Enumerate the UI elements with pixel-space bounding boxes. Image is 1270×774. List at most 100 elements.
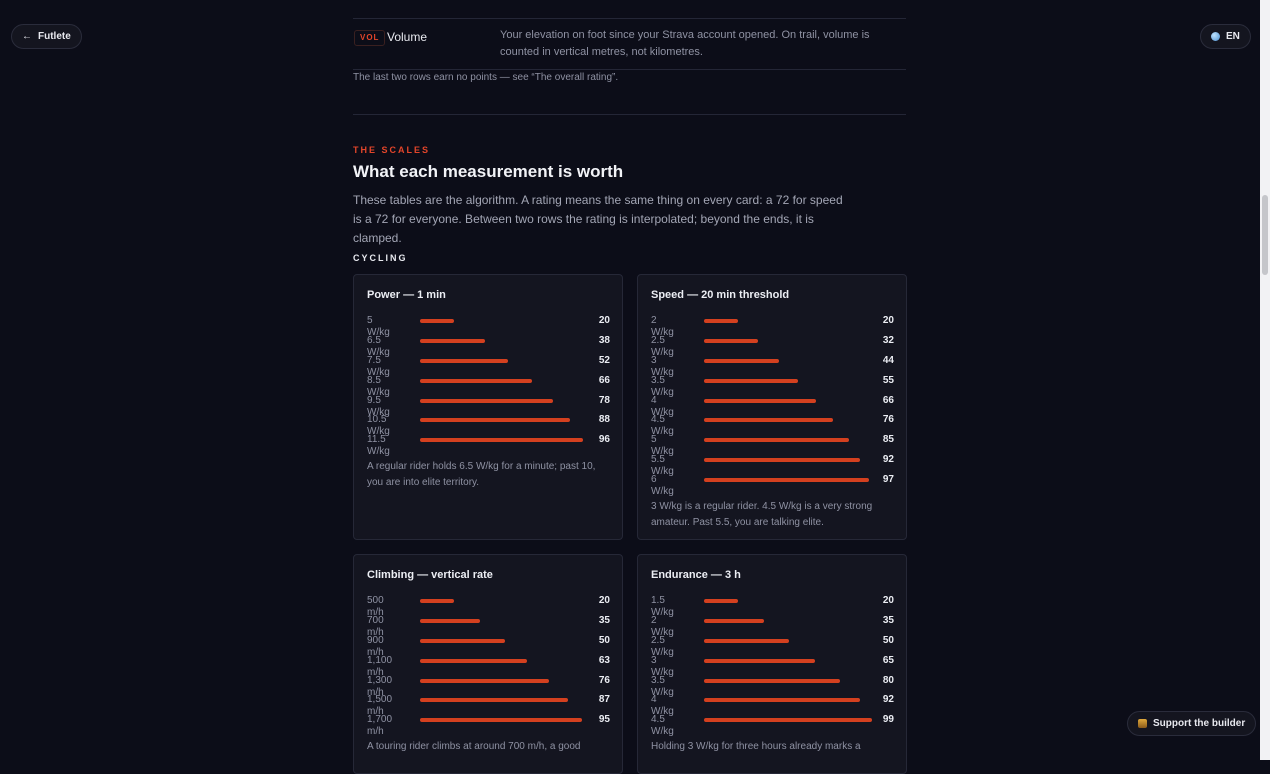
scale-row-label: 11.5 W/kg — [367, 434, 390, 458]
scale-row-label: 2.5 W/kg — [651, 334, 674, 358]
section-eyebrow: THE SCALES — [353, 145, 431, 155]
scale-row-label: 6.5 W/kg — [367, 334, 390, 358]
scale-row-value: 65 — [882, 654, 894, 666]
card-title: Climbing — vertical rate — [367, 569, 493, 581]
scale-row-bar — [420, 418, 570, 423]
scale-row-bar — [704, 438, 849, 443]
scale-card-speed: Speed — 20 min threshold 2 W/kg 20 2.5 W/k… — [637, 274, 907, 540]
scale-row-label: 9.5 W/kg — [367, 394, 390, 418]
page-scrollbar[interactable] — [1260, 0, 1270, 760]
scale-row-value: 66 — [598, 374, 610, 386]
scale-row-value: 20 — [598, 595, 610, 606]
scale-row-label: 700 m/h — [367, 614, 384, 638]
scale-row-label: 2 W/kg — [651, 315, 674, 338]
scale-row-label: 1,100 m/h — [367, 654, 393, 678]
scale-row-label: 5.5 W/kg — [651, 454, 674, 478]
scale-row-value: 35 — [598, 614, 610, 626]
support-button[interactable]: Support the builder — [1127, 711, 1257, 736]
scale-row-value: 96 — [598, 434, 610, 446]
scale-row-bar — [420, 338, 485, 343]
scale-row-bar — [704, 458, 861, 463]
scale-row-bar — [420, 378, 533, 383]
card-title: Speed — 20 min threshold — [651, 289, 790, 301]
sport-section-label: CYCLING — [353, 253, 408, 263]
scale-row-bar — [420, 638, 505, 643]
footnote: The last two rows earn no points — see “… — [353, 72, 619, 83]
scale-card-endurance: Endurance — 3 h 1.5 W/kg 20 2 W/kg 35 2.5 W/… — [637, 554, 907, 774]
card-title: Power — 1 min — [367, 289, 446, 301]
scale-row-bar — [420, 319, 454, 323]
scale-row-value: 95 — [598, 714, 610, 726]
scale-row-bar — [704, 618, 764, 623]
scale-row-label: 3 W/kg — [651, 654, 674, 678]
coffee-icon — [1138, 719, 1147, 728]
scale-row-value: 32 — [882, 334, 894, 346]
divider — [353, 69, 906, 70]
scale-row-value: 88 — [598, 414, 610, 426]
scale-row-label: 2.5 W/kg — [651, 634, 674, 658]
scale-row-bar — [420, 658, 528, 663]
scale-row-bar — [704, 378, 798, 383]
scale-row-value: 76 — [598, 674, 610, 686]
scale-row-value: 87 — [598, 694, 610, 706]
scale-row-label: 1,500 m/h — [367, 694, 393, 718]
scale-row-label: 1,300 m/h — [367, 674, 393, 698]
scale-row-value: 55 — [882, 374, 894, 386]
scale-row-label: 500 m/h — [367, 595, 384, 618]
scale-card-power: Power — 1 min 5 W/kg 20 6.5 W/kg 38 7.5 W/kg… — [353, 274, 623, 540]
scale-row-label: 6 W/kg — [651, 474, 674, 498]
scale-row-label: 3 W/kg — [651, 354, 674, 378]
scale-row-value: 80 — [882, 674, 894, 686]
section-title: What each measurement is worth — [353, 162, 624, 181]
card-note: Holding 3 W/kg for three hours already m… — [651, 741, 861, 752]
scale-row-value: 20 — [598, 315, 610, 326]
scale-row-label: 5 W/kg — [651, 434, 674, 458]
scale-row-value: 78 — [598, 394, 610, 406]
metric-name: Volume — [387, 30, 428, 44]
scale-row-value: 35 — [882, 614, 894, 626]
card-note: A regular rider holds 6.5 W/kg for a min… — [367, 461, 596, 488]
globe-icon — [1211, 32, 1220, 41]
scale-row-bar — [420, 599, 454, 603]
scale-row-bar — [704, 599, 738, 603]
scale-row-value: 20 — [882, 315, 894, 326]
card-title: Endurance — 3 h — [651, 569, 741, 581]
scale-row-value: 44 — [882, 354, 894, 366]
scale-row-bar — [704, 338, 759, 343]
scale-row-bar — [704, 638, 789, 643]
scale-row-value: 76 — [882, 414, 894, 426]
scale-row-value: 97 — [882, 474, 894, 486]
scale-row-value: 52 — [598, 354, 610, 366]
language-button[interactable]: EN — [1200, 24, 1251, 49]
arrow-left-icon: ← — [22, 31, 32, 42]
scale-row-value: 92 — [882, 454, 894, 466]
scale-row-bar — [704, 418, 834, 423]
scale-row-label: 2 W/kg — [651, 614, 674, 638]
scale-row-bar — [420, 398, 553, 403]
scale-row-value: 38 — [598, 334, 610, 346]
language-label: EN — [1226, 31, 1240, 42]
scale-row-value: 20 — [882, 595, 894, 606]
scale-row-bar — [420, 618, 480, 623]
card-note: A touring rider climbs at around 700 m/h… — [367, 741, 581, 752]
scale-row-bar — [420, 678, 550, 683]
scale-row-bar — [704, 718, 873, 723]
scale-row-bar — [420, 358, 509, 363]
scale-row-label: 7.5 W/kg — [367, 354, 390, 378]
scale-row-label: 3.5 W/kg — [651, 674, 674, 698]
scrollbar-thumb[interactable] — [1262, 195, 1268, 275]
card-note: 3 W/kg is a regular rider. 4.5 W/kg is a… — [651, 501, 873, 528]
section-divider — [353, 114, 906, 115]
scale-row-bar — [704, 358, 779, 363]
metric-description: Your elevation on foot since your Strava… — [500, 29, 870, 58]
section-lead: These tables are the algorithm. A rating… — [353, 193, 843, 245]
metric-tag: VOL — [354, 30, 386, 46]
scale-row-value: 99 — [882, 714, 894, 726]
scale-row-label: 5 W/kg — [367, 315, 390, 338]
scale-row-bar — [704, 698, 861, 703]
back-button[interactable]: ← Futlete — [11, 24, 82, 49]
scale-row-label: 1,700 m/h — [367, 714, 393, 738]
scale-row-value: 50 — [882, 634, 894, 646]
scale-row-label: 4 W/kg — [651, 694, 674, 718]
scale-row-bar — [420, 698, 568, 703]
